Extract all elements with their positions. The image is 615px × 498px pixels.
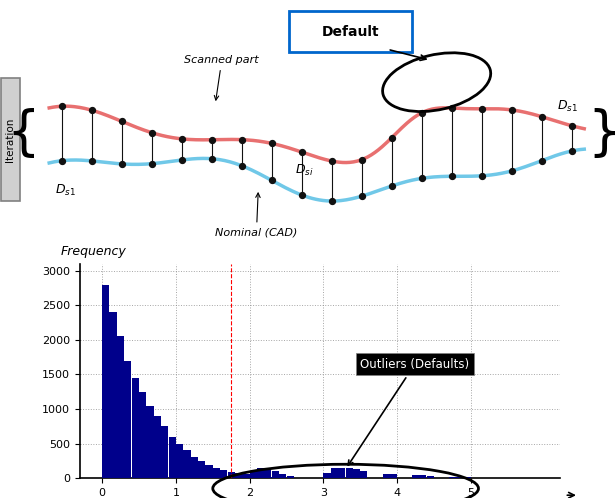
Point (537, 156, 547, 164)
Point (417, 174, 427, 182)
Point (357, 192, 367, 200)
Bar (191, 457, 198, 478)
Bar (213, 468, 220, 478)
Bar (449, 477, 456, 478)
Point (477, 172, 487, 180)
Text: Outliers (Defaults): Outliers (Defaults) (348, 358, 469, 465)
Bar (427, 476, 434, 478)
Bar (176, 444, 183, 478)
Point (146, 160, 156, 168)
Bar (198, 461, 205, 478)
Text: Nominal (CAD): Nominal (CAD) (215, 193, 298, 238)
Point (57, 157, 66, 165)
Text: Scanned part: Scanned part (184, 55, 259, 100)
Text: {: { (7, 108, 40, 160)
Point (357, 156, 367, 164)
Bar (139, 392, 146, 478)
Text: $D_{s1}$: $D_{s1}$ (557, 99, 577, 115)
Bar (287, 476, 293, 478)
Point (447, 172, 457, 180)
Bar (205, 465, 213, 478)
Point (507, 106, 517, 114)
Point (267, 176, 277, 184)
Bar (360, 471, 367, 478)
Bar (338, 468, 345, 478)
Point (237, 162, 247, 170)
Text: $D_{si}$: $D_{si}$ (295, 163, 314, 178)
Bar (109, 312, 117, 478)
Bar (264, 477, 272, 478)
Bar (169, 437, 176, 478)
Bar (146, 405, 154, 478)
Bar (257, 476, 264, 478)
Bar (235, 473, 242, 478)
Text: Iteration: Iteration (5, 118, 15, 162)
Point (207, 136, 216, 144)
Point (237, 135, 247, 143)
Point (387, 133, 397, 141)
Text: $D_{s1}$: $D_{s1}$ (55, 183, 76, 198)
Point (477, 105, 487, 113)
Bar (124, 361, 132, 478)
Point (57, 102, 66, 110)
Bar (456, 477, 463, 478)
Bar (154, 416, 161, 478)
Bar (132, 378, 139, 478)
Point (177, 135, 186, 143)
Bar (323, 473, 330, 478)
Point (567, 147, 577, 155)
Bar (419, 475, 426, 478)
Point (146, 128, 156, 136)
Point (297, 148, 307, 156)
Point (447, 104, 457, 112)
Point (177, 156, 186, 164)
Point (297, 191, 307, 199)
Point (87, 106, 97, 114)
Text: Frequency: Frequency (61, 245, 127, 257)
Bar (412, 475, 419, 478)
Bar (331, 469, 338, 478)
Bar (279, 474, 286, 478)
Point (117, 160, 127, 168)
Point (327, 157, 336, 165)
Bar (183, 451, 191, 478)
Bar (390, 474, 397, 478)
Point (387, 182, 397, 190)
Bar (272, 471, 279, 478)
Point (567, 122, 577, 130)
Bar (242, 474, 250, 478)
Point (327, 197, 336, 205)
Bar (272, 477, 279, 478)
Bar (353, 469, 360, 478)
Bar (257, 468, 264, 478)
FancyBboxPatch shape (1, 78, 20, 201)
Text: }: } (587, 108, 615, 160)
Point (267, 139, 277, 147)
Bar (264, 468, 271, 478)
Bar (346, 469, 352, 478)
Bar (228, 472, 235, 478)
Point (117, 118, 127, 125)
Bar (102, 285, 109, 478)
Bar (220, 470, 228, 478)
Bar (383, 474, 389, 478)
Point (417, 109, 427, 117)
Bar (250, 475, 257, 478)
FancyBboxPatch shape (289, 11, 412, 52)
Point (537, 113, 547, 121)
Bar (161, 426, 169, 478)
Point (207, 155, 216, 163)
Text: Default: Default (322, 25, 379, 39)
Point (507, 167, 517, 175)
Bar (117, 337, 124, 478)
Bar (250, 471, 256, 478)
Point (87, 157, 97, 165)
